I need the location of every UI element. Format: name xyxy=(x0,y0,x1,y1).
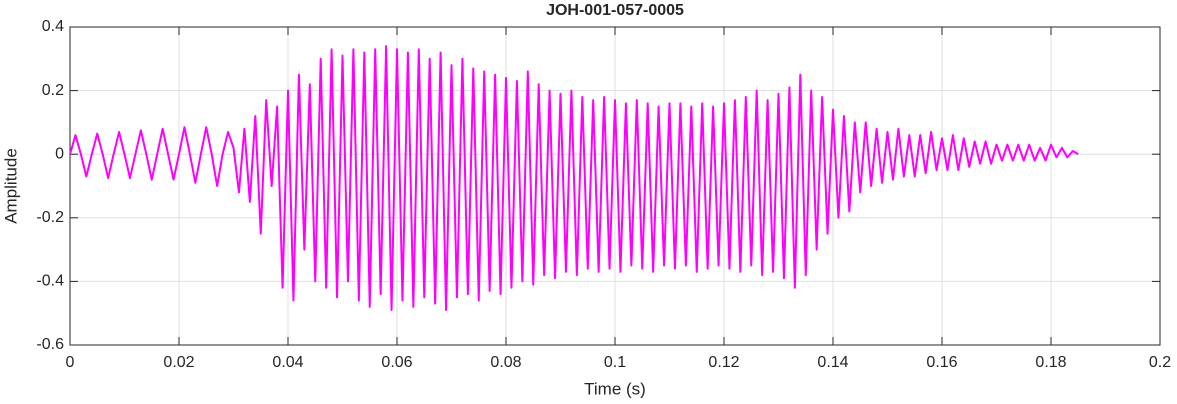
y-tick-label: 0.4 xyxy=(42,18,64,35)
waveform-line xyxy=(69,45,1079,312)
x-tick-label: 0.16 xyxy=(926,354,957,371)
y-tick-label: -0.2 xyxy=(36,209,64,226)
x-tick-label: 0.12 xyxy=(708,354,739,371)
x-axis-label: Time (s) xyxy=(584,379,646,398)
y-tick-label: 0 xyxy=(55,145,64,162)
y-tick-label: 0.2 xyxy=(42,82,64,99)
x-tick-label: 0.2 xyxy=(1149,354,1171,371)
chart-title: JOH-001-057-0005 xyxy=(546,2,684,19)
y-tick-label: -0.6 xyxy=(36,336,64,353)
x-tick-label: 0.14 xyxy=(817,354,848,371)
y-axis-label: Amplitude xyxy=(1,148,20,224)
x-tick-label: 0.02 xyxy=(163,354,194,371)
y-tick-label: -0.4 xyxy=(36,273,64,290)
x-tick-label: 0 xyxy=(66,354,75,371)
x-tick-label: 0.1 xyxy=(604,354,626,371)
x-tick-label: 0.04 xyxy=(272,354,303,371)
x-tick-label: 0.18 xyxy=(1035,354,1066,371)
x-tick-label: 0.06 xyxy=(381,354,412,371)
plot-box xyxy=(69,26,1161,346)
x-tick-label: 0.08 xyxy=(490,354,521,371)
